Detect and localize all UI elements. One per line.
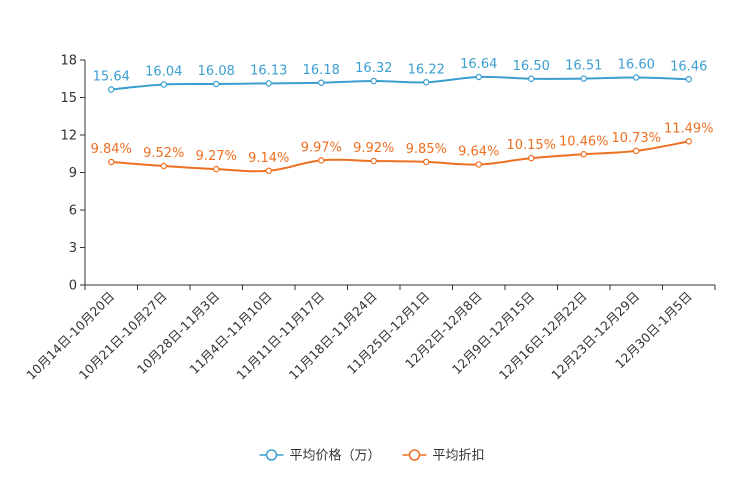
data-point: [213, 80, 220, 88]
legend-label: 平均折扣: [433, 449, 485, 464]
y-tick-label: 18: [60, 54, 77, 69]
y-tick-label: 6: [69, 204, 77, 219]
legend-label: 平均价格（万）: [290, 448, 381, 464]
data-label: 10.15%: [506, 138, 556, 153]
data-label: 16.32: [355, 61, 392, 76]
y-tick-label: 12: [60, 129, 77, 144]
data-label: 9.97%: [301, 140, 342, 155]
x-tick-label: 12月16日-12月22日: [496, 289, 590, 383]
data-label: 10.73%: [611, 131, 661, 146]
data-point: [580, 151, 587, 158]
x-tick-label: 10月21日-10月27日: [76, 289, 170, 383]
data-label: 16.46: [670, 59, 707, 74]
data-label: 9.52%: [143, 146, 184, 161]
data-label: 16.22: [408, 62, 445, 77]
y-axis: 0 3 6 9 12 15 18: [60, 54, 86, 294]
data-label: 16.18: [303, 63, 340, 78]
legend-marker: [408, 449, 421, 461]
x-ticks: 10月14日-10月20日10月21日-10月27日10月28日-11月3日11…: [23, 285, 716, 383]
series-1: 15.64 16.04 16.08 16.13 16.18 16.32 16.22 16.64…: [93, 57, 707, 93]
data-label: 16.50: [513, 59, 550, 74]
data-label: 16.13: [250, 63, 287, 78]
y-tick-label: 3: [69, 241, 77, 256]
x-tick-label: 10月14日-10月20日: [23, 289, 117, 383]
data-point: [160, 162, 167, 170]
data-point: [318, 79, 325, 86]
y-tick-label: 9: [69, 166, 77, 181]
data-point: [633, 147, 640, 155]
data-point: [685, 76, 692, 83]
legend-marker: [265, 449, 278, 461]
data-label: 16.08: [198, 64, 235, 79]
data-point: [160, 81, 167, 88]
data-point: [265, 167, 272, 174]
data-point: [370, 157, 377, 165]
data-label: 11.49%: [664, 121, 714, 136]
data-point: [475, 73, 482, 81]
x-tick-label: 11月18日-11月24日: [286, 289, 380, 383]
data-point: [423, 158, 430, 166]
x-tick-label: 11月11日-11月17日: [233, 289, 327, 383]
data-label: 9.84%: [91, 142, 132, 157]
data-point: [685, 138, 692, 145]
data-label: 9.14%: [248, 151, 289, 166]
y-tick-label: 0: [69, 279, 77, 294]
x-tick-label: 12月23日-12月29日: [548, 289, 642, 383]
legend-item: 平均折扣: [402, 449, 485, 464]
data-point: [423, 79, 430, 86]
data-point: [213, 165, 220, 173]
y-ticks: 0 3 6 9 12 15 18: [60, 54, 85, 294]
data-point: [475, 161, 482, 168]
data-label: 9.64%: [458, 145, 499, 160]
data-label: 9.27%: [196, 149, 237, 164]
series-2: 9.84% 9.52% 9.27% 9.14% 9.97% 9.92% 9.85% 9.64%…: [91, 121, 714, 174]
x-axis: 10月14日-10月20日10月21日-10月27日10月28日-11月3日11…: [23, 284, 716, 383]
data-point: [370, 77, 377, 85]
data-label: 16.04: [145, 65, 182, 80]
data-label: 16.64: [460, 57, 497, 72]
y-tick-label: 15: [60, 91, 77, 106]
data-point: [265, 80, 272, 87]
data-label: 16.51: [565, 59, 602, 74]
data-point: [108, 158, 115, 166]
data-label: 10.46%: [559, 134, 609, 149]
data-point: [108, 86, 115, 93]
legend: 平均价格（万） 平均折扣: [259, 448, 485, 464]
data-point: [528, 75, 535, 82]
legend-item: 平均价格（万）: [259, 448, 381, 464]
data-label: 9.92%: [353, 141, 394, 156]
series-layer: 15.64 16.04 16.08 16.13 16.18 16.32 16.22 16.64…: [91, 57, 714, 174]
series-line: [111, 140, 689, 173]
series-line: [111, 75, 689, 91]
data-label: 15.64: [93, 70, 130, 85]
data-point: [580, 75, 587, 82]
data-point: [633, 74, 640, 81]
data-point: [318, 157, 325, 164]
data-label: 9.85%: [406, 142, 447, 157]
data-point: [528, 154, 535, 162]
data-label: 16.60: [618, 58, 655, 73]
